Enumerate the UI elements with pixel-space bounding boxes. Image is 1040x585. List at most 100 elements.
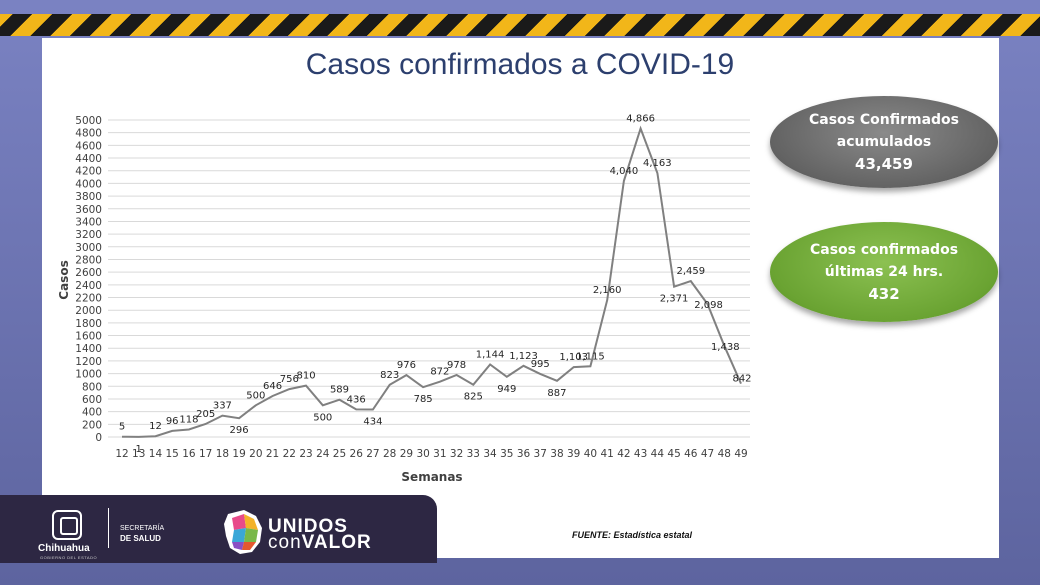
- y-axis-label: Casos: [57, 260, 71, 299]
- last24-line2: últimas 24 hrs.: [824, 264, 944, 280]
- x-tick-label: 20: [249, 448, 262, 460]
- accumulated-cases-bubble: Casos Confirmados acumulados 43,459: [770, 96, 998, 188]
- x-tick-label: 41: [600, 448, 613, 460]
- x-tick-label: 19: [232, 448, 245, 460]
- x-tick-label: 42: [617, 448, 630, 460]
- data-label: 1,144: [476, 349, 505, 360]
- footer-divider: [108, 508, 109, 548]
- valor-text: VALOR: [301, 532, 372, 553]
- y-tick-label: 4200: [75, 166, 102, 178]
- x-tick-label: 37: [534, 448, 547, 460]
- data-label: 500: [246, 390, 265, 401]
- x-tick-label: 43: [634, 448, 647, 460]
- footer-bar: [0, 495, 437, 563]
- x-tick-label: 16: [182, 448, 196, 460]
- y-tick-label: 3400: [75, 216, 102, 228]
- x-tick-label: 15: [166, 448, 179, 460]
- unidos-map-logo-icon: [224, 510, 262, 554]
- accumulated-line1: Casos Confirmados: [808, 112, 960, 128]
- x-tick-label: 28: [383, 448, 396, 460]
- last24-value: 432: [868, 285, 900, 303]
- x-tick-label: 12: [115, 448, 128, 460]
- data-label: 2,098: [694, 300, 723, 311]
- accumulated-line2: acumulados: [836, 134, 932, 150]
- x-tick-label: 25: [333, 448, 346, 460]
- x-tick-label: 48: [718, 448, 731, 460]
- x-tick-label: 24: [316, 448, 330, 460]
- series-line: [121, 125, 742, 438]
- data-label: 434: [363, 416, 382, 427]
- con-valor-wordmark: conVALOR: [268, 532, 372, 554]
- last24-line1: Casos confirmados: [809, 242, 959, 258]
- y-tick-label: 3200: [75, 229, 102, 241]
- secretaria-line2: DE SALUD: [120, 534, 161, 543]
- secretaria-label: SECRETARÍA DE SALUD: [120, 524, 164, 545]
- data-label: 4,866: [626, 113, 655, 124]
- data-label: 785: [414, 394, 433, 405]
- x-tick-label: 13: [132, 448, 145, 460]
- x-tick-label: 47: [701, 448, 714, 460]
- data-label: 2,371: [660, 294, 689, 305]
- x-tick-label: 46: [684, 448, 698, 460]
- y-tick-label: 2400: [75, 280, 102, 292]
- x-tick-label: 29: [400, 448, 413, 460]
- data-label: 118: [179, 415, 198, 426]
- x-tick-label: 34: [483, 448, 497, 460]
- data-label: 887: [547, 388, 566, 399]
- y-tick-label: 1400: [75, 343, 102, 355]
- data-label: 646: [263, 381, 282, 392]
- y-tick-label: 3000: [75, 242, 102, 254]
- y-tick-labels: 0200400600800100012001400160018002000220…: [75, 115, 102, 444]
- y-tick-label: 200: [82, 419, 102, 431]
- data-label: 976: [397, 360, 416, 371]
- data-label: 872: [430, 367, 449, 378]
- y-tick-label: 800: [82, 381, 102, 393]
- y-tick-label: 2800: [75, 254, 102, 266]
- x-tick-label: 35: [500, 448, 513, 460]
- slide-title: Casos confirmados a COVID-19: [305, 48, 735, 81]
- data-label: 589: [330, 385, 349, 396]
- x-tick-label: 44: [651, 448, 665, 460]
- unidos-wordmark: UNIDOS: [268, 516, 348, 537]
- y-tick-label: 4400: [75, 153, 102, 165]
- data-label: 949: [497, 384, 516, 395]
- data-label: 1,103: [559, 352, 588, 363]
- data-label: 337: [213, 401, 232, 412]
- y-tick-label: 1600: [75, 331, 102, 343]
- x-tick-labels: 12 13 14 15 16 17 18 19 20 21 22 23 24 25 26 27 28 29 30 31…: [115, 448, 747, 460]
- data-label: 1,438: [711, 342, 740, 353]
- data-label: 4,040: [610, 166, 639, 177]
- data-label: 825: [464, 392, 483, 403]
- x-tick-label: 30: [416, 448, 429, 460]
- y-tick-label: 3600: [75, 204, 102, 216]
- x-tick-label: 23: [299, 448, 312, 460]
- y-tick-label: 1000: [75, 369, 102, 381]
- x-tick-label: 22: [283, 448, 296, 460]
- y-tick-label: 0: [95, 432, 102, 444]
- data-label: 436: [347, 394, 366, 405]
- data-label: 756: [280, 374, 299, 385]
- y-tick-label: 4000: [75, 178, 102, 190]
- data-label: 12: [149, 421, 162, 432]
- y-tick-label: 4800: [75, 128, 102, 140]
- data-label: 4,163: [643, 158, 672, 169]
- data-label: 1,123: [509, 351, 538, 362]
- accumulated-value: 43,459: [855, 155, 913, 173]
- x-tick-label: 39: [567, 448, 580, 460]
- x-tick-label: 21: [266, 448, 279, 460]
- con-text: con: [268, 532, 302, 553]
- x-tick-label: 40: [584, 448, 597, 460]
- x-tick-label: 36: [517, 448, 531, 460]
- x-tick-label: 49: [734, 448, 747, 460]
- hazard-stripe-banner: [0, 14, 1040, 36]
- data-label: 1,115: [576, 351, 605, 362]
- x-tick-label: 27: [366, 448, 379, 460]
- data-label: 500: [313, 412, 332, 423]
- data-label: 205: [196, 409, 215, 420]
- state-name: Chihuahua: [38, 543, 90, 554]
- y-tick-label: 2200: [75, 293, 102, 305]
- y-tick-label: 600: [82, 394, 102, 406]
- y-tick-label: 5000: [75, 115, 102, 127]
- data-label: 810: [296, 371, 315, 382]
